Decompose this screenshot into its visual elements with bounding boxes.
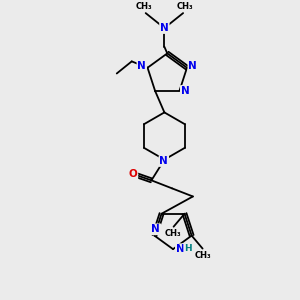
Text: H: H bbox=[184, 244, 192, 253]
Text: N: N bbox=[188, 61, 197, 71]
Text: N: N bbox=[159, 156, 168, 166]
Text: N: N bbox=[152, 224, 160, 234]
Text: CH₃: CH₃ bbox=[176, 2, 193, 11]
Text: CH₃: CH₃ bbox=[195, 251, 212, 260]
Text: N: N bbox=[181, 86, 190, 96]
Text: O: O bbox=[129, 169, 137, 179]
Text: N: N bbox=[176, 244, 184, 254]
Text: N: N bbox=[137, 61, 146, 71]
Text: CH₃: CH₃ bbox=[165, 230, 181, 238]
Text: CH₃: CH₃ bbox=[136, 2, 153, 11]
Text: N: N bbox=[160, 23, 169, 33]
